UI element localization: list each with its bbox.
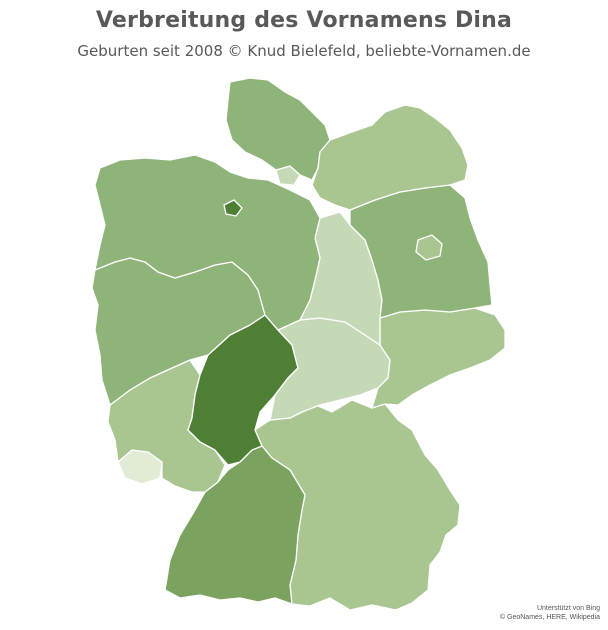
- attribution-line-2: © GeoNames, HERE, Wikipedia: [499, 614, 600, 621]
- region-schleswig-holstein[interactable]: [225, 77, 331, 181]
- region-niedersachsen[interactable]: [94, 154, 321, 331]
- map-attribution: Unterstützt von Bing © GeoNames, HERE, W…: [500, 604, 600, 622]
- region-berlin[interactable]: [415, 234, 443, 261]
- region-sachsen[interactable]: [371, 307, 506, 409]
- region-bremen[interactable]: [223, 199, 243, 217]
- region-mecklenburg-vorpommern[interactable]: [311, 104, 469, 211]
- map-title: Verbreitung des Vornamens Dina: [95, 8, 513, 33]
- map-subtitle: Geburten seit 2008 © Knud Bielefeld, bel…: [77, 42, 531, 60]
- attribution-line-1: Unterstützt von Bing: [536, 605, 600, 612]
